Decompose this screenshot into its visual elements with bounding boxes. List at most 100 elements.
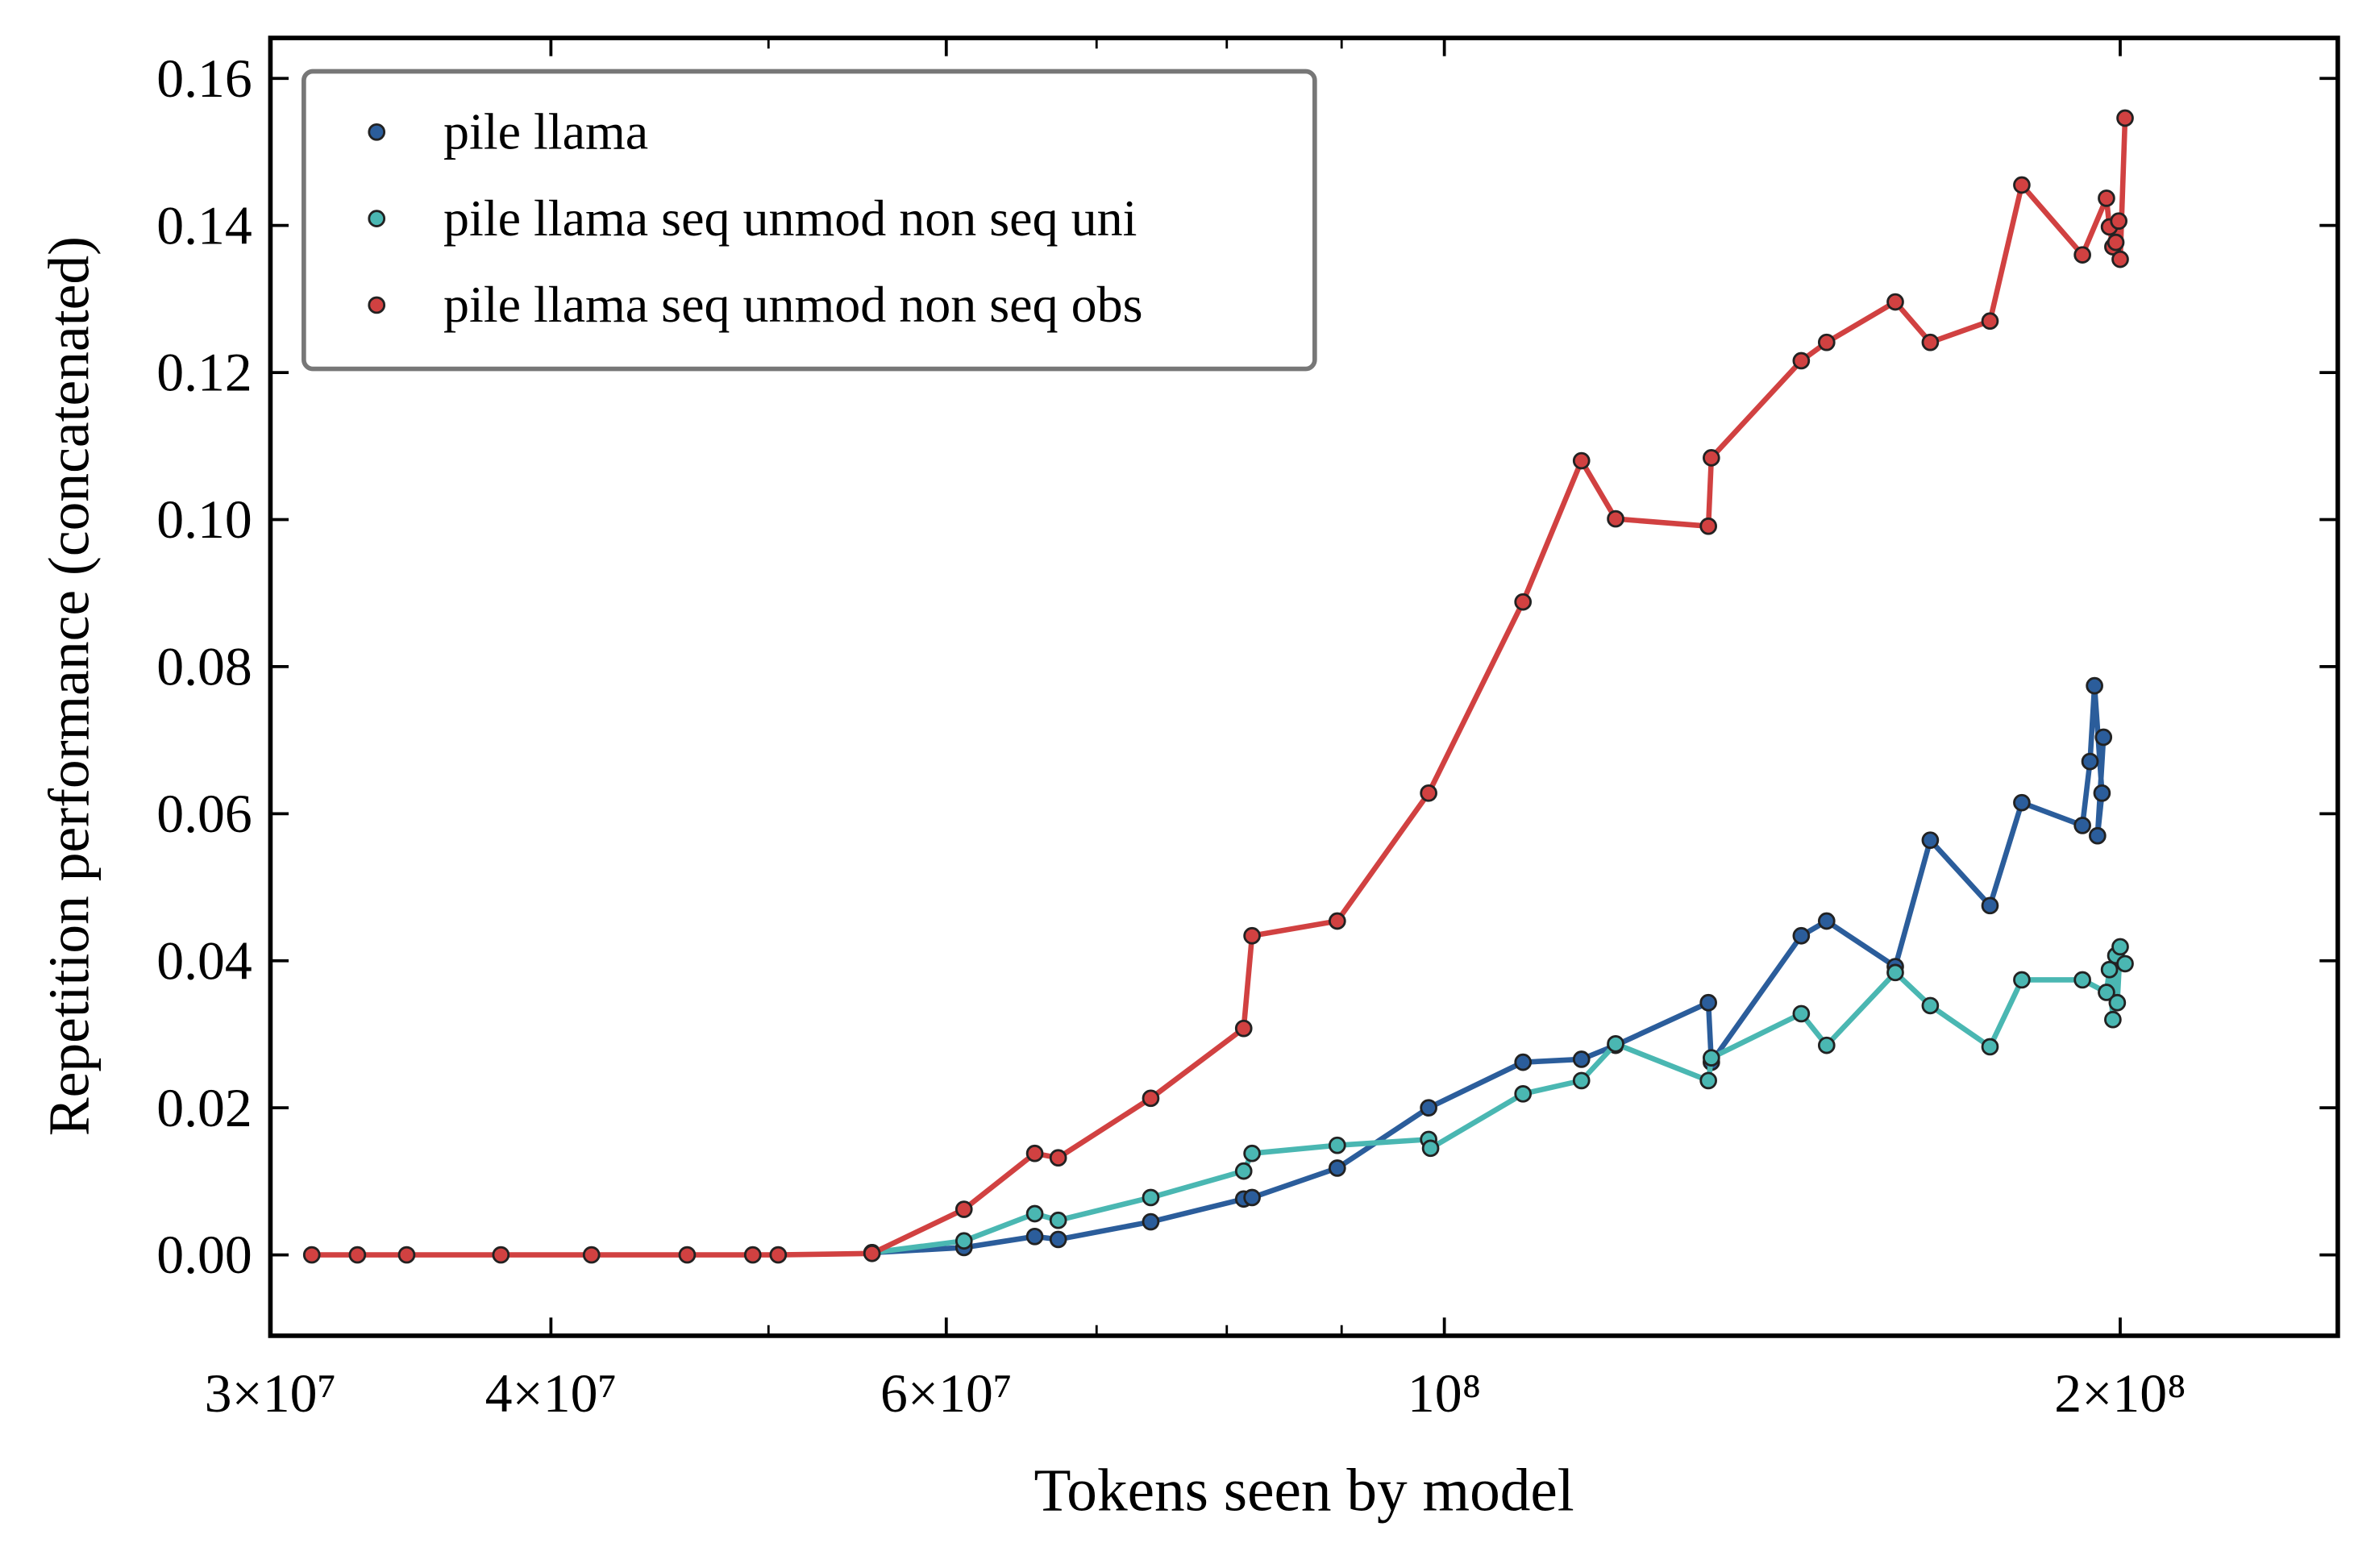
y-tick-label: 0.02 <box>156 1078 252 1138</box>
data-point <box>1703 1049 1720 1067</box>
data-point <box>2108 993 2127 1012</box>
data-point <box>2098 984 2115 1001</box>
data-point <box>1607 1034 1624 1053</box>
legend-marker <box>368 296 386 314</box>
data-point <box>1514 1085 1533 1103</box>
data-point <box>1234 1019 1253 1038</box>
data-point <box>2013 176 2031 194</box>
plot-frame <box>268 35 2340 1338</box>
data-point <box>1421 1139 1440 1158</box>
data-point <box>1817 333 1836 351</box>
data-point <box>1792 351 1811 370</box>
data-point <box>1025 1227 1044 1246</box>
data-point <box>769 1246 788 1264</box>
data-point <box>2073 246 2091 264</box>
y-tick-label: 0.10 <box>156 489 252 550</box>
data-point <box>1142 1212 1160 1231</box>
data-point <box>1921 996 1940 1015</box>
data-point <box>1817 912 1836 930</box>
data-point <box>1572 1050 1591 1068</box>
data-point <box>1886 963 1904 982</box>
legend-label: pile llama seq unmod non seq obs <box>443 276 1142 333</box>
y-tick-label: 0.16 <box>156 48 252 109</box>
data-point <box>1514 1053 1533 1071</box>
data-point <box>1243 1188 1261 1207</box>
data-point <box>955 1232 973 1250</box>
data-point <box>1243 926 1261 945</box>
data-point <box>492 1246 510 1264</box>
y-tick-label: 0.14 <box>156 195 252 256</box>
data-point <box>582 1246 601 1264</box>
data-point <box>1420 784 1437 802</box>
data-point <box>2107 233 2125 252</box>
data-point <box>1328 912 1346 930</box>
data-point <box>1699 1071 1717 1090</box>
data-point <box>1792 926 1811 945</box>
data-point <box>1703 449 1720 467</box>
data-point <box>1572 1071 1591 1090</box>
data-point <box>2116 955 2134 973</box>
data-point <box>1142 1188 1160 1207</box>
x-tick-label: 3×10⁷ <box>205 1363 337 1424</box>
legend-label: pile llama seq unmod non seq uni <box>443 189 1137 247</box>
data-point <box>1420 1099 1437 1117</box>
plot-area <box>302 109 2134 1264</box>
data-point <box>2013 971 2031 989</box>
x-axis-label: Tokens seen by model <box>1034 1457 1574 1524</box>
data-point <box>1049 1230 1067 1249</box>
x-tick-label: 4×10⁷ <box>485 1363 618 1424</box>
data-point <box>2104 1010 2122 1029</box>
data-point <box>2013 793 2031 812</box>
data-point <box>1049 1211 1067 1229</box>
data-point <box>1142 1089 1160 1108</box>
y-tick-label: 0.06 <box>156 784 252 844</box>
data-point <box>1699 517 1717 535</box>
data-point <box>743 1246 762 1264</box>
legend-marker <box>368 210 386 227</box>
data-point <box>1572 451 1591 470</box>
y-tick-label: 0.04 <box>156 930 252 991</box>
data-point <box>2089 826 2107 845</box>
data-point <box>1886 293 1904 311</box>
data-point <box>2086 676 2103 695</box>
data-point <box>1328 1136 1346 1154</box>
data-point <box>1514 593 1533 611</box>
data-point <box>2073 817 2091 834</box>
data-point <box>1243 1144 1261 1162</box>
data-point <box>2111 938 2129 956</box>
data-point <box>1981 312 1999 331</box>
data-point <box>397 1246 416 1264</box>
data-point <box>1607 509 1624 528</box>
data-point <box>1328 1159 1346 1177</box>
series-line <box>871 683 2107 1256</box>
data-point <box>2073 971 2091 989</box>
data-point <box>1921 333 1940 351</box>
data-point <box>1792 1004 1811 1023</box>
data-point <box>1981 1038 1999 1056</box>
data-point <box>1817 1036 1836 1054</box>
legend-label: pile llama <box>443 103 648 160</box>
data-point <box>955 1200 973 1218</box>
data-point <box>1049 1149 1067 1167</box>
data-point <box>1025 1144 1044 1162</box>
y-axis-label: Repetition performance (concatenated) <box>37 236 101 1136</box>
legend-marker <box>368 123 386 141</box>
data-point <box>302 1246 321 1264</box>
y-tick-label: 0.00 <box>156 1225 252 1285</box>
data-point <box>1981 896 1999 915</box>
data-point <box>348 1246 367 1264</box>
data-point <box>1699 993 1717 1012</box>
y-tick-label: 0.12 <box>156 343 252 403</box>
data-point <box>2110 212 2128 231</box>
data-point <box>2093 784 2111 802</box>
x-tick-label: 2×10⁸ <box>2054 1363 2186 1424</box>
x-tick-label: 10⁸ <box>1408 1363 1481 1424</box>
series-line <box>871 944 2128 1256</box>
data-point <box>2116 109 2134 127</box>
data-point <box>1234 1162 1253 1180</box>
data-point <box>2094 728 2113 747</box>
data-point <box>2111 250 2129 268</box>
data-point <box>2081 752 2099 771</box>
